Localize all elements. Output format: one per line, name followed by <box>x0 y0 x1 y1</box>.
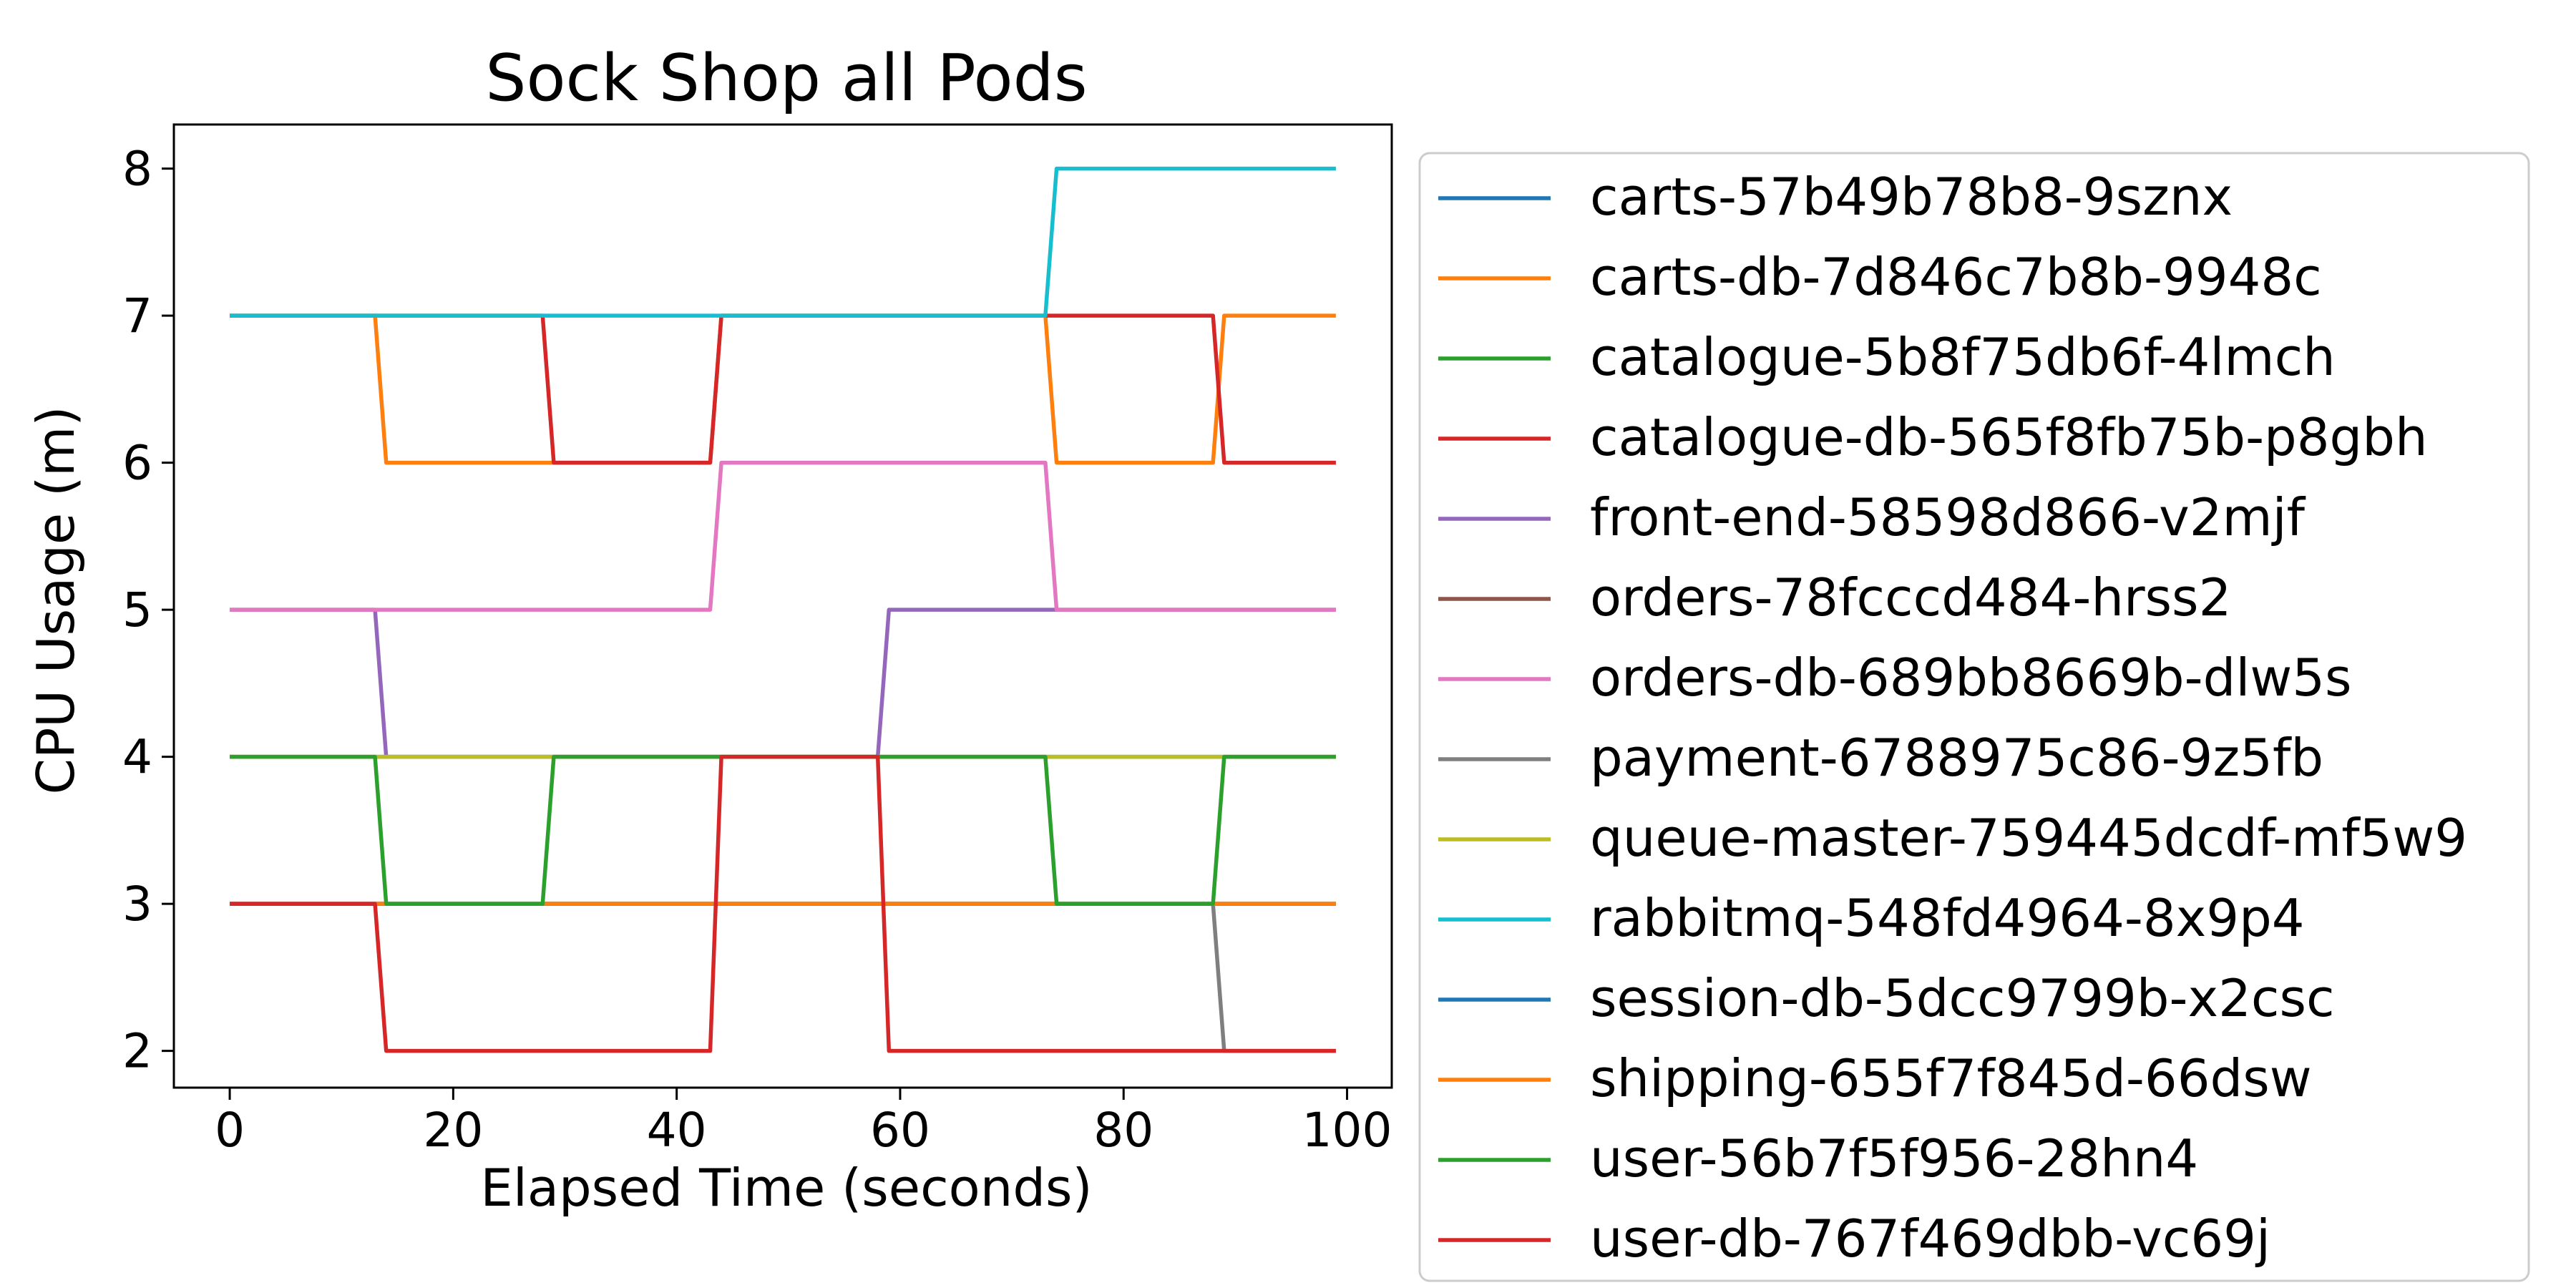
plot-frame <box>172 123 1393 1089</box>
y-tick-label: 7 <box>122 288 152 343</box>
y-axis-label: CPU Usage (m) <box>26 406 86 795</box>
x-tick-label: 20 <box>423 1103 483 1158</box>
x-tick-label: 40 <box>647 1103 707 1158</box>
y-tick-label: 6 <box>122 436 152 491</box>
x-tick-label: 100 <box>1302 1103 1392 1158</box>
series-line-3 <box>230 313 1336 465</box>
x-tick-label: 60 <box>870 1103 930 1158</box>
series-line-9 <box>230 166 1336 318</box>
legend-label-3: catalogue-db-565f8fb75b-p8gbh <box>1590 407 2428 467</box>
series-line-13 <box>230 754 1336 1053</box>
legend: carts-57b49b78b8-9sznx carts-db-7d846c7b8… <box>1418 152 2530 1282</box>
legend-label-4: front-end-58598d866-v2mjf <box>1590 487 2306 547</box>
plot-area: 0 20 40 60 80 100 2 3 4 5 6 7 8 <box>122 123 1393 1158</box>
series-line-1 <box>230 313 1336 465</box>
series-line-4 <box>230 608 1336 759</box>
series-line-7 <box>230 902 1336 1053</box>
legend-label-6: orders-db-689bb8669b-dlw5s <box>1590 648 2352 708</box>
legend-label-11: shipping-655f7f845d-66dsw <box>1590 1048 2312 1108</box>
series-line-6 <box>230 460 1336 612</box>
y-tick-label: 3 <box>122 877 152 932</box>
legend-label-13: user-db-767f469dbb-vc69j <box>1590 1209 2270 1269</box>
y-tick-label: 2 <box>122 1024 152 1079</box>
legend-label-8: queue-master-759445dcdf-mf5w9 <box>1590 808 2467 868</box>
legend-label-10: session-db-5dcc9799b-x2csc <box>1590 968 2335 1028</box>
y-tick-label: 4 <box>122 730 152 785</box>
series-line-12 <box>230 754 1336 906</box>
legend-label-12: user-56b7f5f956-28hn4 <box>1590 1128 2198 1189</box>
chart-title: Sock Shop all Pods <box>485 41 1087 116</box>
y-tick-label: 8 <box>122 142 152 197</box>
legend-label-1: carts-db-7d846c7b8b-9948c <box>1590 247 2322 307</box>
x-tick-label: 80 <box>1093 1103 1153 1158</box>
legend-label-0: carts-57b49b78b8-9sznx <box>1590 167 2233 227</box>
legend-label-9: rabbitmq-548fd4964-8x9p4 <box>1590 888 2305 948</box>
legend-label-5: orders-78fcccd484-hrss2 <box>1590 567 2231 628</box>
x-tick-label: 0 <box>215 1103 245 1158</box>
legend-frame <box>1418 152 2530 1282</box>
legend-label-2: catalogue-5b8f75db6f-4lmch <box>1590 327 2336 387</box>
legend-label-7: payment-6788975c86-9z5fb <box>1590 728 2323 788</box>
y-tick-label: 5 <box>122 582 152 638</box>
x-axis-label: Elapsed Time (seconds) <box>480 1158 1092 1218</box>
